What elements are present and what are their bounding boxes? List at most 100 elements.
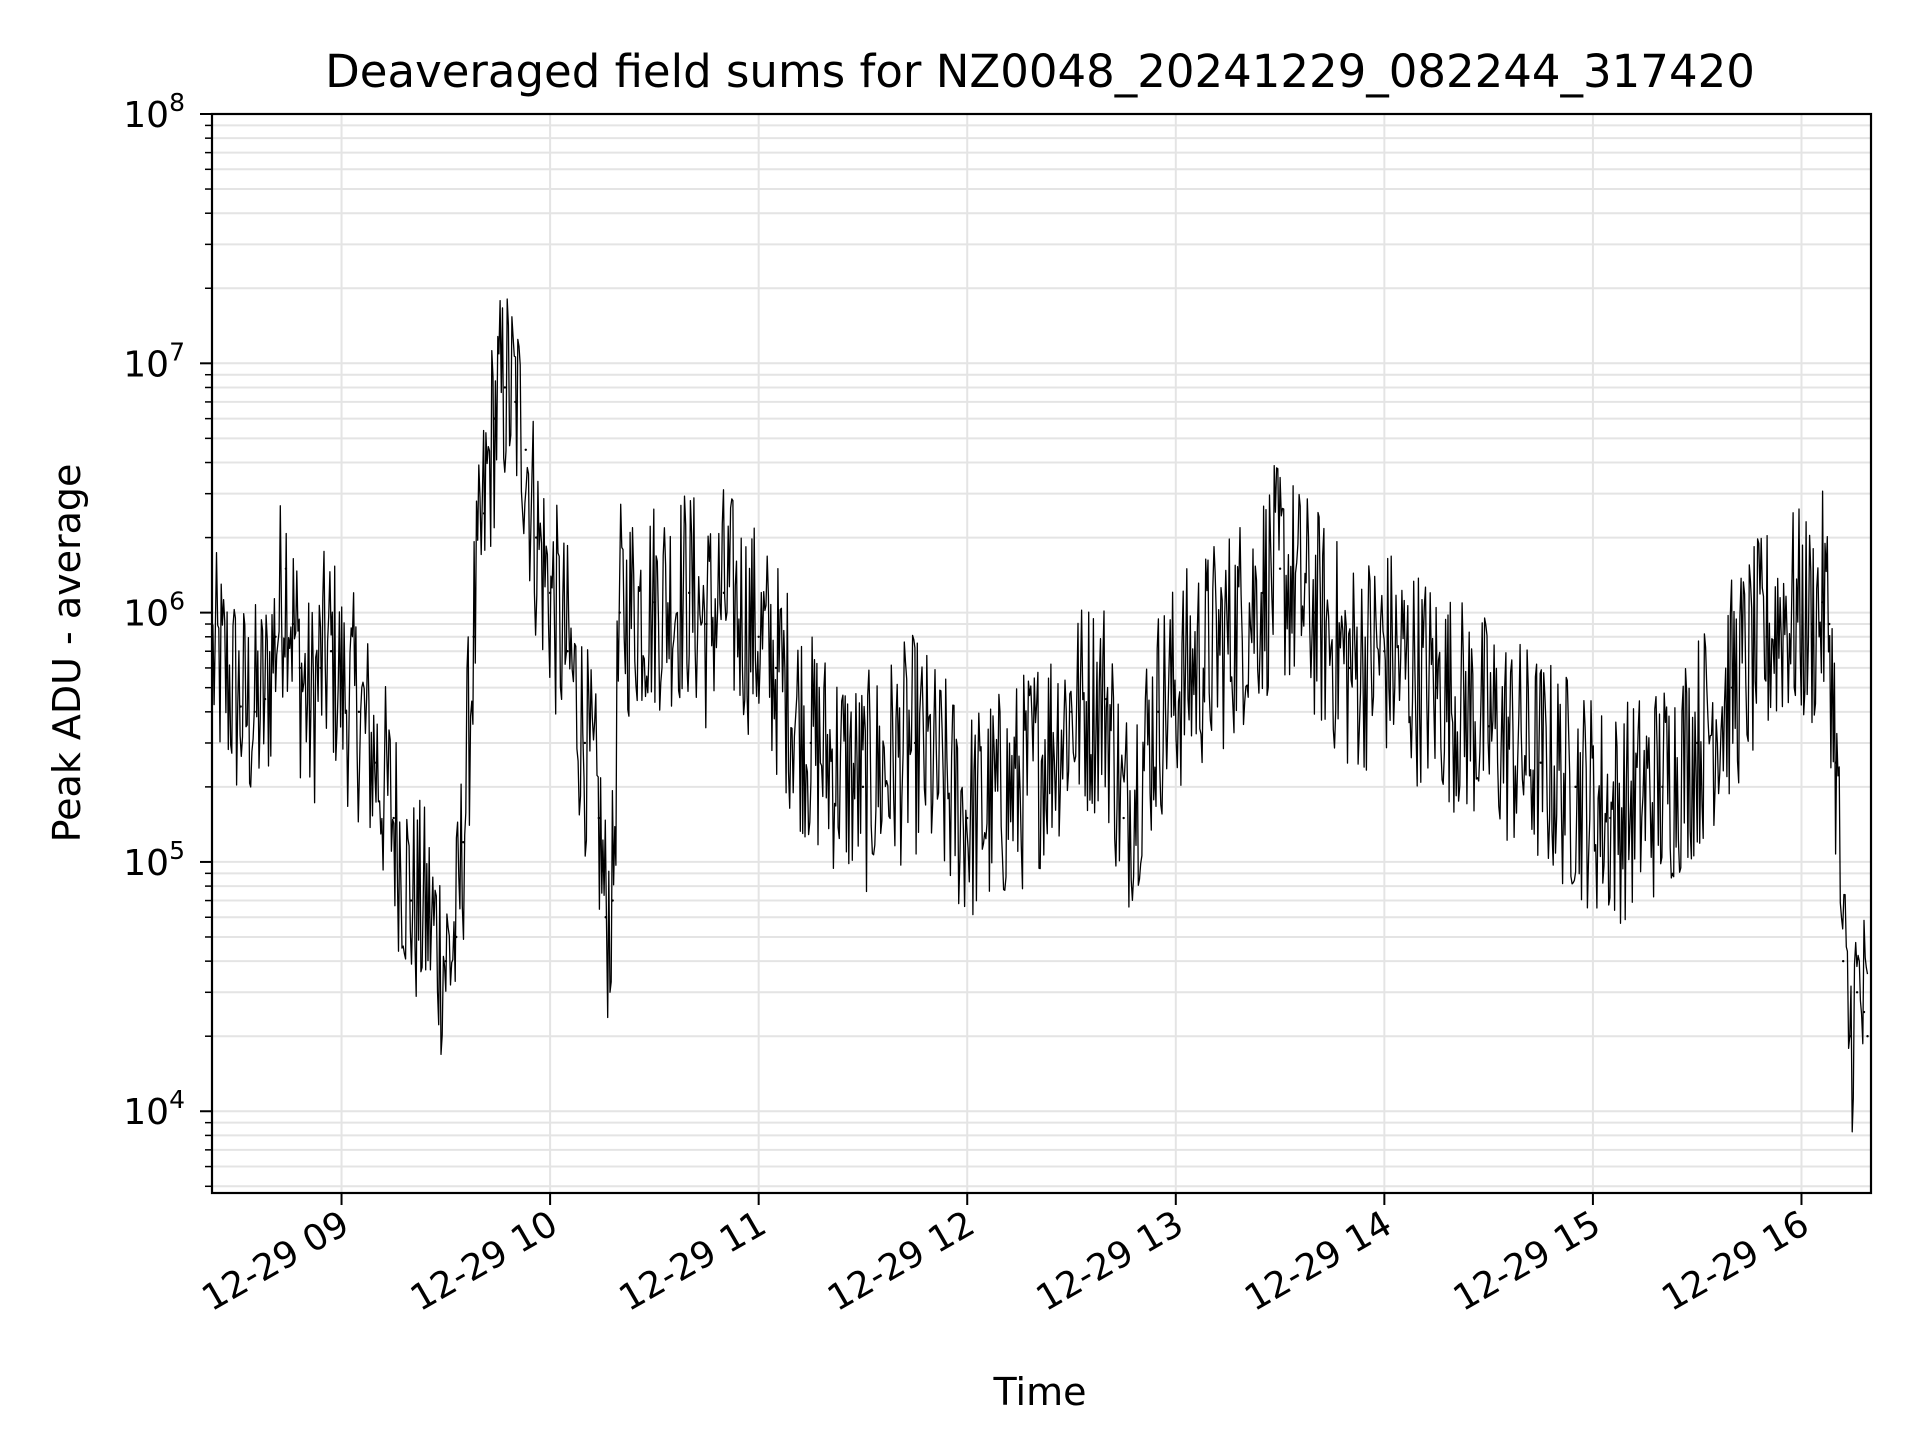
- y-tick-base: 10: [123, 843, 169, 884]
- data-point: [687, 591, 691, 595]
- data-point: [597, 816, 600, 820]
- data-point: [427, 916, 430, 919]
- data-point: [548, 591, 552, 595]
- plot-area: [211, 298, 1869, 1133]
- y-tick-label: 107: [123, 337, 185, 385]
- y-tick-base: 10: [123, 594, 169, 635]
- data-point: [298, 666, 302, 670]
- y-tick-exponent: 4: [169, 1085, 185, 1114]
- y-tick-label: 108: [123, 88, 185, 136]
- data-point: [566, 650, 569, 653]
- y-tick-label: 105: [123, 836, 185, 884]
- data-point: [375, 761, 378, 764]
- data-point: [1765, 635, 1768, 638]
- data-point: [1848, 1034, 1852, 1038]
- data-point: [503, 386, 507, 389]
- data-point: [757, 635, 760, 638]
- data-point: [1348, 666, 1351, 670]
- data-point: [1855, 991, 1859, 994]
- data-point: [1539, 761, 1542, 764]
- data-point: [482, 512, 486, 515]
- data-point: [966, 816, 969, 820]
- data-point: [1435, 686, 1438, 689]
- series-line: [212, 298, 1869, 1133]
- data-point: [913, 741, 917, 745]
- data-point: [1313, 611, 1317, 614]
- y-tick-base: 10: [123, 95, 169, 136]
- data-point: [1862, 1010, 1866, 1014]
- data-point: [1841, 959, 1845, 963]
- data-point: [274, 635, 277, 638]
- data-point: [809, 741, 813, 745]
- data-point: [1383, 650, 1386, 653]
- data-point: [1730, 686, 1734, 689]
- data-point: [1226, 635, 1230, 638]
- data-point: [1261, 591, 1264, 595]
- data-point: [1782, 611, 1786, 614]
- data-point: [1278, 567, 1282, 570]
- data-point: [1487, 725, 1490, 728]
- data-point: [705, 622, 708, 626]
- data-point: [392, 816, 395, 820]
- grid-lines: [212, 113, 1871, 1193]
- data-point: [1661, 785, 1664, 789]
- y-tick-label: 106: [123, 587, 185, 635]
- data-point: [861, 785, 865, 789]
- y-tick-exponent: 7: [169, 337, 185, 366]
- data-point: [618, 611, 621, 614]
- data-point: [1574, 785, 1577, 789]
- data-point: [1105, 697, 1108, 701]
- data-point: [514, 400, 517, 404]
- data-point: [319, 666, 322, 670]
- data-point: [524, 448, 527, 451]
- data-point: [1835, 761, 1838, 764]
- data-point: [284, 567, 288, 570]
- data-point: [462, 840, 465, 844]
- data-point: [1157, 710, 1160, 714]
- data-point: [653, 601, 656, 604]
- data-point: [1866, 1034, 1869, 1038]
- y-tick-base: 10: [123, 344, 169, 385]
- data-point: [1191, 666, 1195, 670]
- data-point: [1828, 622, 1831, 626]
- data-point: [357, 710, 361, 714]
- data-point: [493, 417, 496, 420]
- data-point: [1609, 816, 1612, 820]
- plot-frame: [210, 112, 1873, 1195]
- data-point: [340, 686, 343, 689]
- data-point: [1018, 785, 1021, 789]
- y-axis-label: Peak ADU - average: [45, 464, 89, 843]
- data-point: [409, 899, 413, 902]
- x-axis-label: Time: [993, 1370, 1087, 1414]
- y-tick-exponent: 6: [169, 587, 185, 616]
- data-point: [253, 710, 256, 714]
- data-point: [263, 697, 267, 701]
- data-point: [604, 916, 607, 919]
- data-point: [309, 710, 312, 714]
- data-point: [1070, 710, 1073, 714]
- data-point: [583, 741, 587, 745]
- data-point: [722, 591, 726, 595]
- data-point: [611, 899, 614, 902]
- y-tick-base: 10: [123, 1092, 169, 1133]
- data-point: [329, 650, 333, 653]
- y-tick-exponent: 8: [169, 88, 185, 117]
- data-point: [1695, 741, 1699, 745]
- data-point: [225, 676, 229, 679]
- data-point: [239, 705, 242, 708]
- y-tick-label: 104: [123, 1085, 185, 1133]
- data-point: [534, 536, 538, 539]
- data-point: [455, 935, 458, 939]
- data-point: [1810, 622, 1814, 626]
- data-point: [472, 635, 475, 638]
- y-tick-exponent: 5: [169, 836, 185, 865]
- chart-title: Deaveraged field sums for NZ0048_2024122…: [325, 45, 1755, 98]
- data-point: [1122, 816, 1125, 820]
- data-point: [774, 666, 778, 670]
- data-point: [444, 959, 448, 963]
- data-point: [291, 622, 295, 626]
- data-point: [1821, 601, 1824, 604]
